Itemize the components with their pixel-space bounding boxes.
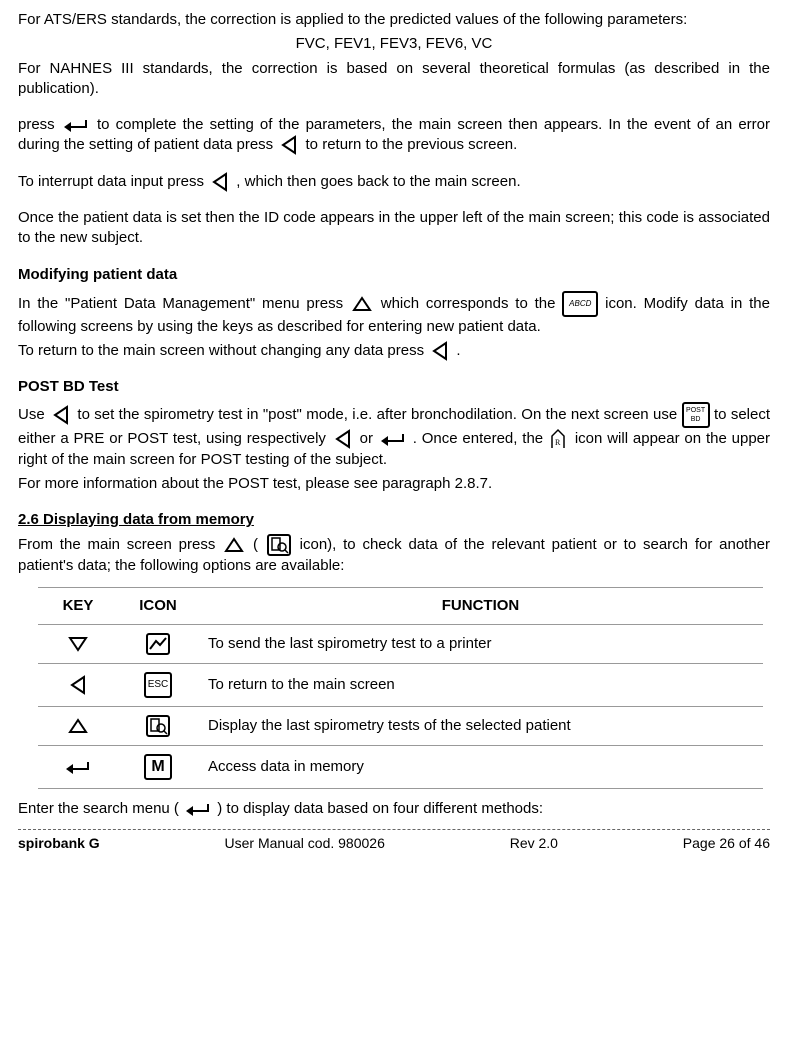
para-return-main: To return to the main screen without cha… <box>18 341 770 361</box>
text: press <box>18 116 61 133</box>
heading-modify: Modifying patient data <box>18 265 770 285</box>
table-row: M Access data in memory <box>38 745 763 788</box>
footer-manual: User Manual cod. 980026 <box>225 834 385 853</box>
rx-icon <box>550 428 568 450</box>
table-row: Display the last spirometry tests of the… <box>38 706 763 745</box>
footer-rev: Rev 2.0 <box>510 834 558 853</box>
footer-product: spirobank G <box>18 834 100 853</box>
text: . <box>456 342 460 359</box>
text: ) to display data based on four differen… <box>217 800 543 817</box>
table-row: To send the last spirometry test to a pr… <box>38 624 763 663</box>
page-footer: spirobank G User Manual cod. 980026 Rev … <box>18 830 770 853</box>
func-text: Access data in memory <box>198 745 763 788</box>
para-ats: For ATS/ERS standards, the correction is… <box>18 10 770 30</box>
up-triangle-icon <box>68 717 88 734</box>
th-function: FUNCTION <box>198 587 763 624</box>
text: Use <box>18 406 49 423</box>
func-text: To send the last spirometry test to a pr… <box>198 624 763 663</box>
left-triangle-icon <box>430 341 450 361</box>
heading-postbd: POST BD Test <box>18 377 770 397</box>
text: To return to the main screen without cha… <box>18 342 428 359</box>
down-triangle-icon <box>68 635 88 652</box>
table-row: ESC To return to the main screen <box>38 663 763 706</box>
text: To interrupt data input press <box>18 173 208 190</box>
para-search-menu: Enter the search menu ( ) to display dat… <box>18 799 770 819</box>
heading-display: 2.6 Displaying data from memory <box>18 510 770 530</box>
abcd-icon: ABCD <box>562 291 598 317</box>
enter-icon <box>63 115 89 135</box>
left-triangle-icon <box>51 405 71 425</box>
postbd-box-icon: POSTBD <box>682 402 710 428</box>
th-key: KEY <box>38 587 118 624</box>
para-press-complete: press to complete the setting of the par… <box>18 115 770 156</box>
enter-icon <box>380 429 406 449</box>
text: Enter the search menu ( <box>18 800 179 817</box>
params-line: FVC, FEV1, FEV3, FEV6, VC <box>18 34 770 54</box>
para-interrupt: To interrupt data input press , which th… <box>18 172 770 192</box>
text: From the main screen press <box>18 536 222 553</box>
enter-icon <box>185 799 211 819</box>
left-triangle-icon <box>279 135 299 155</box>
text: which corresponds to the <box>381 295 563 312</box>
text: or <box>360 430 378 447</box>
para-modify: In the "Patient Data Management" menu pr… <box>18 291 770 337</box>
text: to return to the previous screen. <box>306 136 518 153</box>
text: ( <box>253 536 258 553</box>
para-postbd: Use to set the spirometry test in "post"… <box>18 402 770 470</box>
left-triangle-icon <box>68 676 88 693</box>
left-triangle-icon <box>333 429 353 449</box>
footer-page: Page 26 of 46 <box>683 834 770 853</box>
doc-search-box-icon <box>146 717 170 734</box>
text: . Once entered, the <box>413 430 548 447</box>
enter-icon <box>65 758 91 775</box>
func-text: To return to the main screen <box>198 663 763 706</box>
para-display: From the main screen press ( icon), to c… <box>18 534 770 576</box>
th-icon: ICON <box>118 587 198 624</box>
chart-box-icon <box>146 635 170 652</box>
left-triangle-icon <box>210 172 230 192</box>
para-idcode: Once the patient data is set then the ID… <box>18 208 770 249</box>
up-triangle-icon <box>224 535 244 555</box>
text: , which then goes back to the main scree… <box>236 173 520 190</box>
para-postinfo: For more information about the POST test… <box>18 474 770 494</box>
esc-box-icon: ESC <box>144 672 172 698</box>
text: In the "Patient Data Management" menu pr… <box>18 295 350 312</box>
doc-search-icon <box>267 534 291 556</box>
function-table: KEY ICON FUNCTION To send the last spiro… <box>38 587 763 789</box>
up-triangle-icon <box>352 294 372 314</box>
func-text: Display the last spirometry tests of the… <box>198 706 763 745</box>
text: to set the spirometry test in "post" mod… <box>77 406 681 423</box>
para-nahnes: For NAHNES III standards, the correction… <box>18 59 770 100</box>
m-box-icon: M <box>144 754 172 780</box>
